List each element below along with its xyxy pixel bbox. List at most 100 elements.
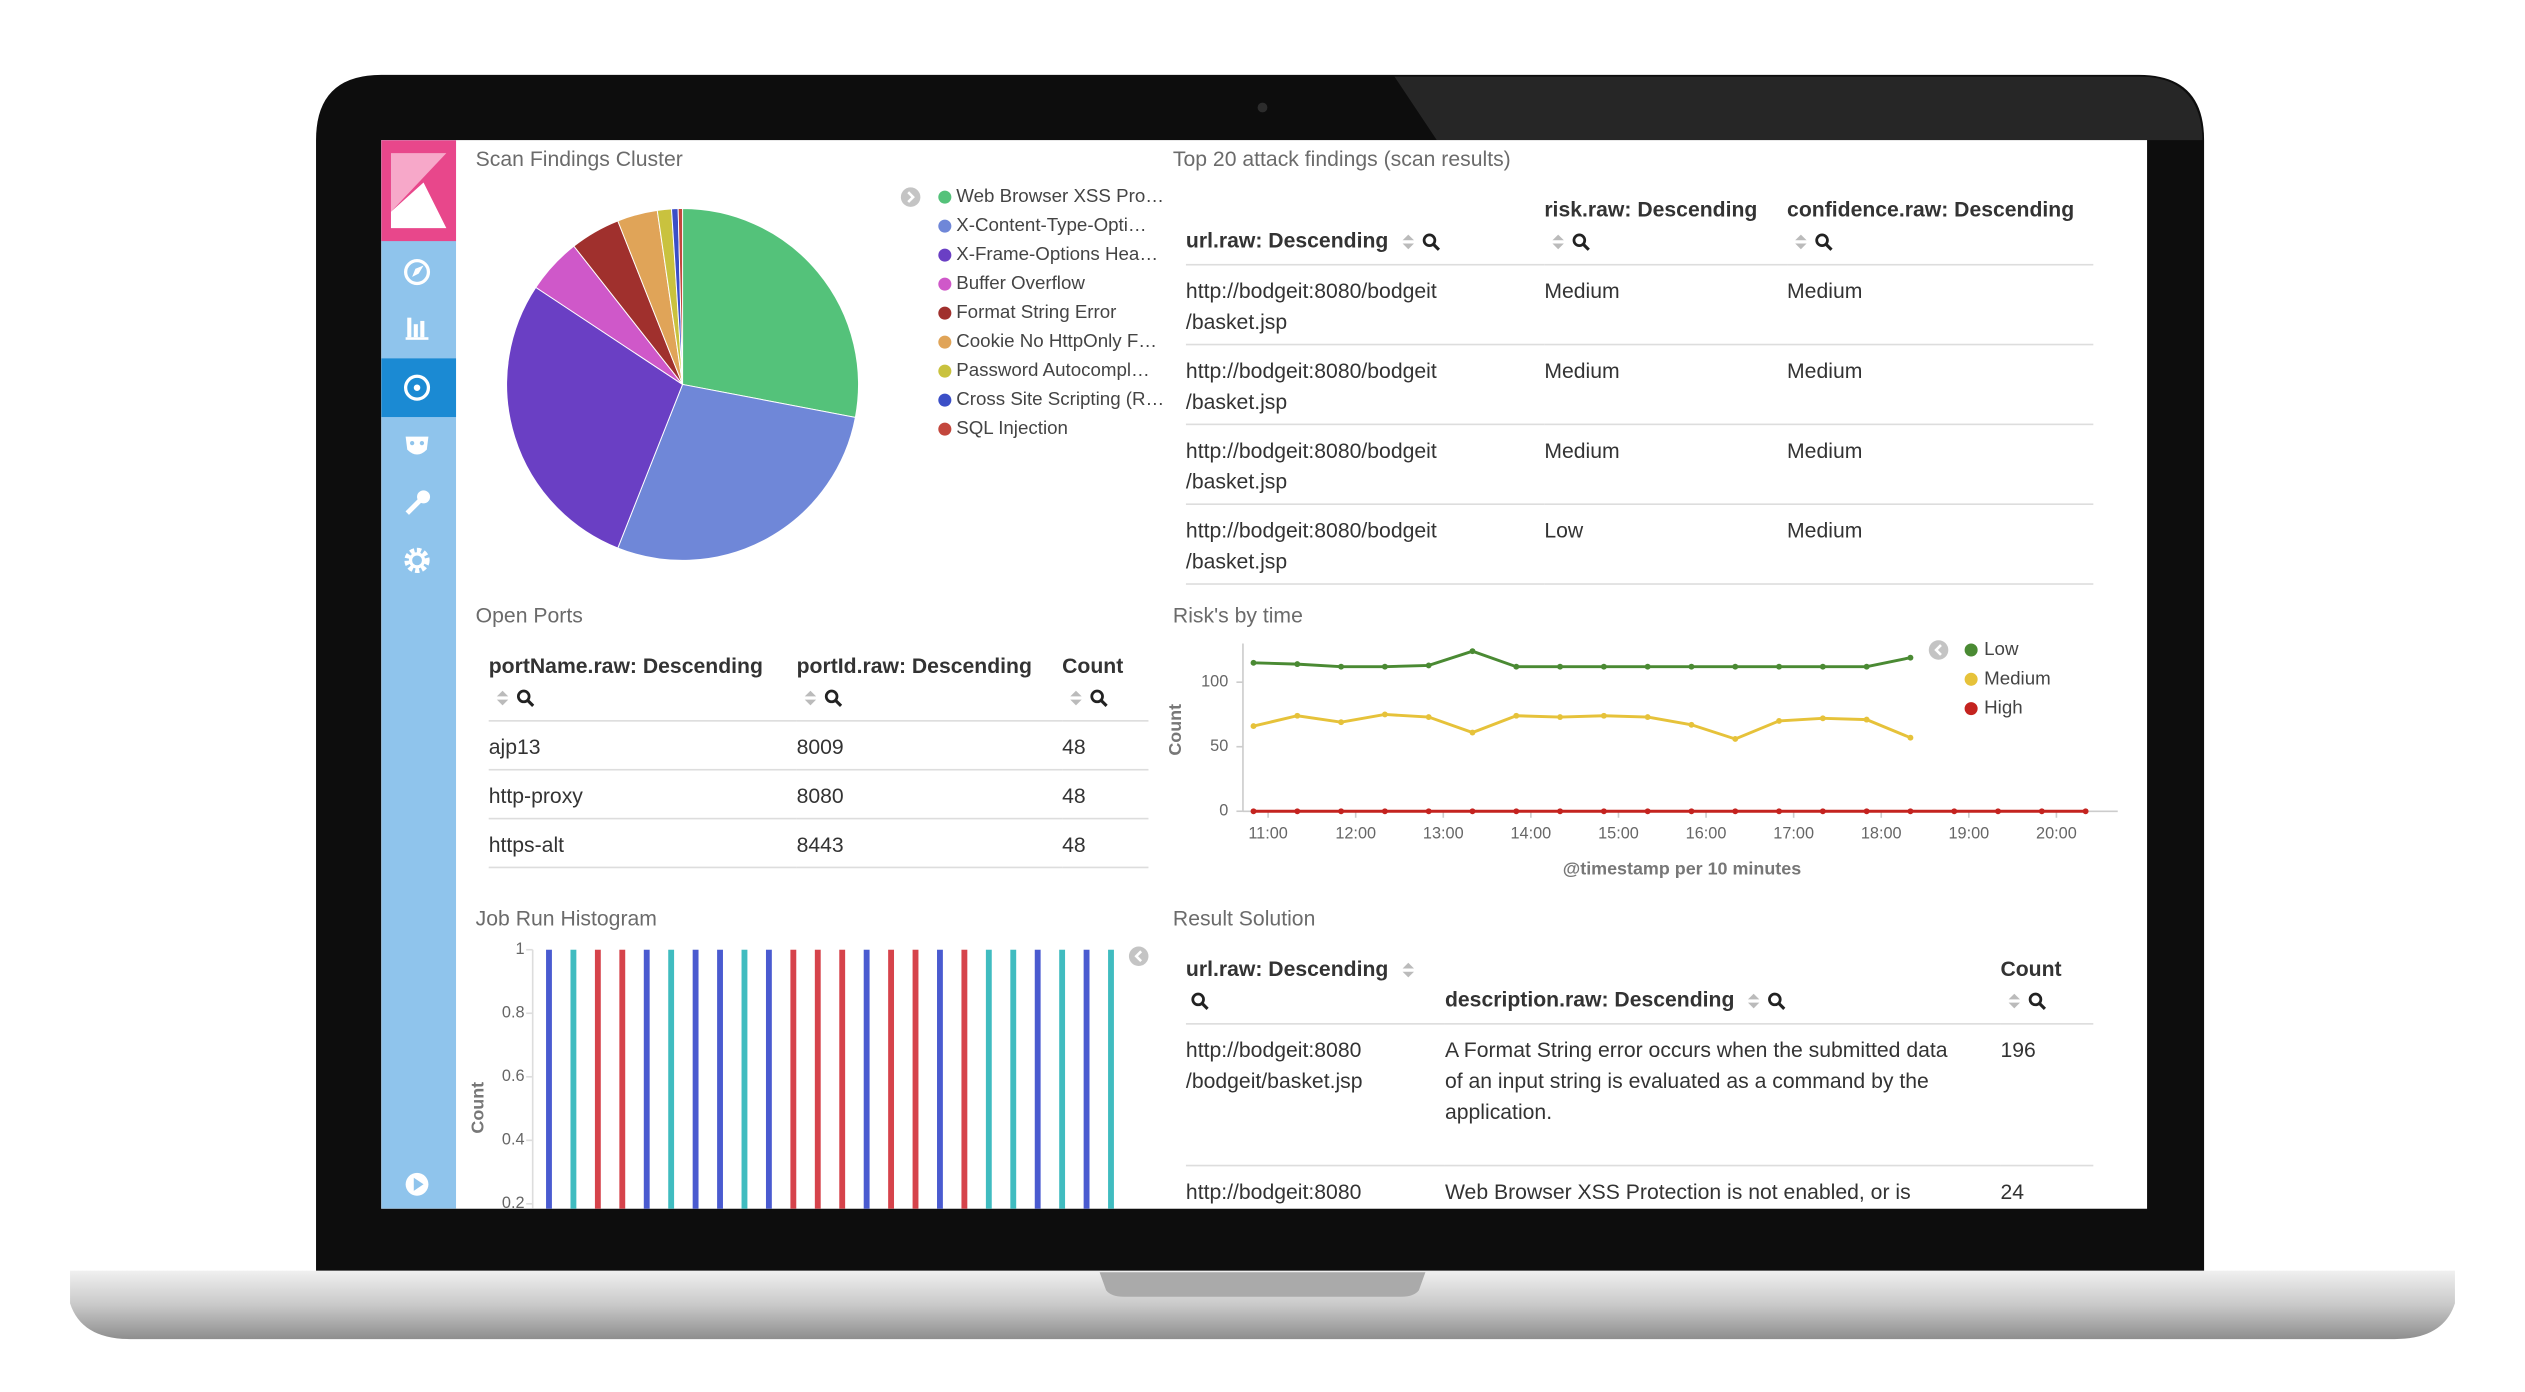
- legend-label: Low: [1984, 638, 2019, 659]
- search-icon[interactable]: [824, 689, 843, 708]
- bar: [1083, 949, 1090, 1209]
- legend-swatch: [938, 306, 952, 320]
- nav-devtools[interactable]: [405, 490, 431, 515]
- search-icon[interactable]: [1572, 233, 1590, 251]
- data-point: [1294, 712, 1301, 719]
- data-point: [1644, 714, 1651, 720]
- search-icon[interactable]: [1422, 233, 1440, 251]
- sort-icon[interactable]: [1745, 992, 1763, 1010]
- bar: [741, 949, 748, 1209]
- nav-management[interactable]: [404, 547, 430, 574]
- collapse-button[interactable]: [900, 187, 921, 207]
- y-tick-label: 100: [1201, 672, 1228, 690]
- nav-discover[interactable]: [403, 259, 431, 286]
- collapse-button[interactable]: [1928, 640, 1949, 660]
- legend-swatch: [938, 248, 952, 262]
- table-row: ajp13 8009 48: [488, 720, 1149, 770]
- data-point: [1425, 714, 1432, 720]
- header-cell[interactable]: confidence.raw: Descending: [1787, 194, 2093, 265]
- table-row: http://bodgeit:8080 Web Browser XSS Prote…: [1185, 1164, 2094, 1209]
- bezel-reflection: [1394, 76, 2203, 141]
- data-point: [1469, 729, 1476, 736]
- y-tick-label: 50: [1210, 737, 1228, 755]
- header-cell[interactable]: risk.raw: Descending: [1544, 194, 1787, 265]
- camera: [1257, 102, 1268, 113]
- data-point: [1688, 808, 1695, 815]
- legend-swatch: [938, 277, 952, 291]
- panel-title: Open Ports: [475, 602, 583, 628]
- nav-timelion[interactable]: [405, 436, 429, 455]
- table: url.raw: Descending risk.raw: Descending…: [1185, 194, 2094, 585]
- nav-collapse[interactable]: [405, 1172, 429, 1196]
- data-point: [1381, 808, 1388, 815]
- legend-label: X-Content-Type-Opti…: [956, 214, 1146, 235]
- x-tick-label: 12:00: [1335, 824, 1376, 842]
- search-icon[interactable]: [1090, 689, 1108, 708]
- data-point: [1513, 712, 1520, 719]
- pie-slice: [677, 208, 684, 385]
- bar: [985, 949, 992, 1209]
- header-cell[interactable]: description.raw: Descending: [1445, 953, 2000, 1024]
- sidebar: [381, 140, 457, 1209]
- legend-swatch: [938, 364, 952, 378]
- table-cell: 8009: [796, 720, 1063, 770]
- data-point: [2038, 808, 2045, 815]
- header-cell[interactable]: url.raw: Descending: [1186, 953, 1445, 1024]
- legend-swatch: [938, 219, 952, 233]
- nav-dashboard[interactable]: [403, 374, 431, 401]
- data-point: [1995, 808, 2001, 815]
- nav-visualize[interactable]: [405, 317, 429, 340]
- bar: [570, 949, 577, 1209]
- button-circle: [1128, 946, 1149, 967]
- table-row: http://bodgeit:8080/bodgeit /basket.jsp L…: [1185, 503, 2094, 585]
- x-tick-label: 17:00: [1773, 824, 1814, 842]
- search-icon[interactable]: [1815, 233, 1833, 251]
- table-cell: ajp13: [488, 720, 797, 770]
- data-point: [1469, 808, 1476, 815]
- sort-icon[interactable]: [2005, 992, 2023, 1010]
- data-table: portName.raw: Descending portId.raw: Des…: [488, 650, 1149, 869]
- table-cell: Medium: [1544, 423, 1788, 505]
- search-icon[interactable]: [2028, 992, 2047, 1011]
- sort-icon[interactable]: [1792, 233, 1810, 251]
- search-icon[interactable]: [516, 689, 535, 708]
- series-line: [1253, 649, 1911, 669]
- sort-icon[interactable]: [494, 689, 512, 707]
- header-cell[interactable]: portName.raw: Descending: [489, 650, 797, 721]
- data-point: [1863, 716, 1870, 723]
- bar: [717, 949, 723, 1209]
- sort-icon[interactable]: [801, 689, 819, 707]
- laptop-base: [70, 1270, 2455, 1340]
- sort-icon[interactable]: [1399, 961, 1417, 979]
- data-point: [1557, 808, 1564, 815]
- collapse-button[interactable]: [1128, 946, 1149, 967]
- header-label: risk.raw: Descending: [1544, 197, 1758, 222]
- x-tick-label: 18:00: [1861, 824, 1902, 842]
- sort-icon[interactable]: [1399, 233, 1417, 251]
- sort-icon[interactable]: [1067, 689, 1085, 707]
- data-table: url.raw: Descending description.raw: Des…: [1185, 953, 2094, 1209]
- button-arrow: [1134, 950, 1143, 963]
- y-tick-label: 0: [1219, 802, 1228, 820]
- y-tick-label: 0.4: [502, 1131, 525, 1149]
- legend-label: Buffer Overflow: [956, 272, 1085, 293]
- search-icon[interactable]: [1191, 992, 1209, 1011]
- x-tick-label: 13:00: [1423, 824, 1464, 842]
- table-cell: 24: [2000, 1164, 2094, 1209]
- data-point: [1600, 663, 1607, 670]
- table-cell: http://bodgeit:8080/bodgeit /basket.jsp: [1185, 263, 1545, 345]
- table-cell: 8443: [796, 817, 1063, 869]
- sort-icon[interactable]: [1549, 233, 1567, 251]
- bar: [888, 949, 895, 1209]
- bar: [1010, 949, 1017, 1209]
- search-icon[interactable]: [1768, 992, 1786, 1011]
- bar: [839, 949, 846, 1209]
- header-cell[interactable]: Count: [2000, 953, 2093, 1024]
- data-point: [1381, 711, 1388, 718]
- header-cell[interactable]: Count: [1062, 650, 1148, 721]
- header-cell[interactable]: portId.raw: Descending: [797, 650, 1063, 721]
- data-point: [1819, 715, 1826, 722]
- header-cell[interactable]: url.raw: Descending: [1186, 194, 1544, 265]
- legend-swatch: [938, 335, 952, 349]
